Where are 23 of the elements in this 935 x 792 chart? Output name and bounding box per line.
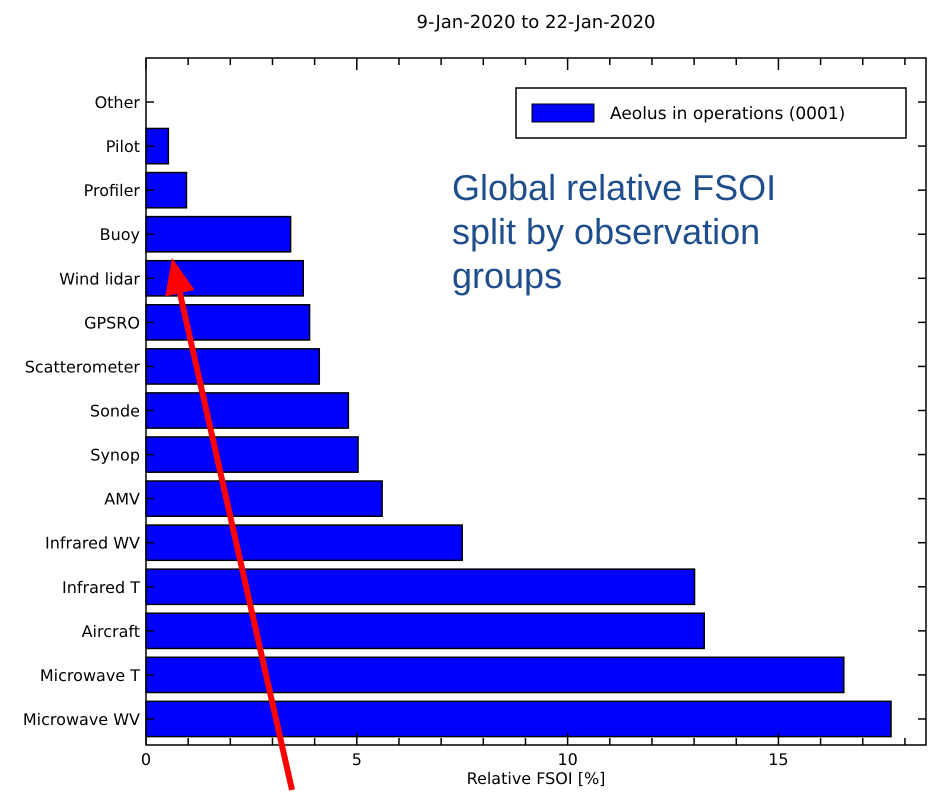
x-axis-title: Relative FSOI [%] bbox=[466, 769, 606, 788]
y-tick-label: Profiler bbox=[84, 181, 140, 200]
y-tick-label: Microwave T bbox=[40, 666, 140, 685]
y-tick-label: Buoy bbox=[100, 225, 140, 244]
x-tick-label: 15 bbox=[768, 750, 789, 769]
y-tick-label: Synop bbox=[90, 446, 140, 465]
y-tick-label: Microwave WV bbox=[22, 710, 140, 729]
x-tick-label: 5 bbox=[352, 750, 362, 769]
y-tick-label: Infrared T bbox=[62, 578, 140, 597]
y-tick-label: Infrared WV bbox=[45, 534, 140, 553]
annotation: Global relative FSOI split by observation groups bbox=[452, 167, 776, 296]
y-tick-label: Scatterometer bbox=[24, 357, 140, 376]
y-tick-label: AMV bbox=[104, 490, 140, 509]
y-tick-label: Wind lidar bbox=[59, 269, 140, 288]
y-tick-label: Pilot bbox=[106, 137, 140, 156]
legend-label: Aeolus in operations (0001) bbox=[610, 104, 846, 124]
x-tick-label: 0 bbox=[140, 750, 152, 769]
chart-title: 9-Jan-2020 to 22-Jan-2020 bbox=[416, 12, 656, 33]
x-tick-label: 10 bbox=[557, 750, 578, 769]
y-tick-label: Sonde bbox=[90, 402, 140, 420]
y-tick-label: Other bbox=[94, 93, 140, 112]
y-tick-label: Aircraft bbox=[82, 622, 140, 641]
y-tick-label: GPSRO bbox=[84, 313, 140, 332]
